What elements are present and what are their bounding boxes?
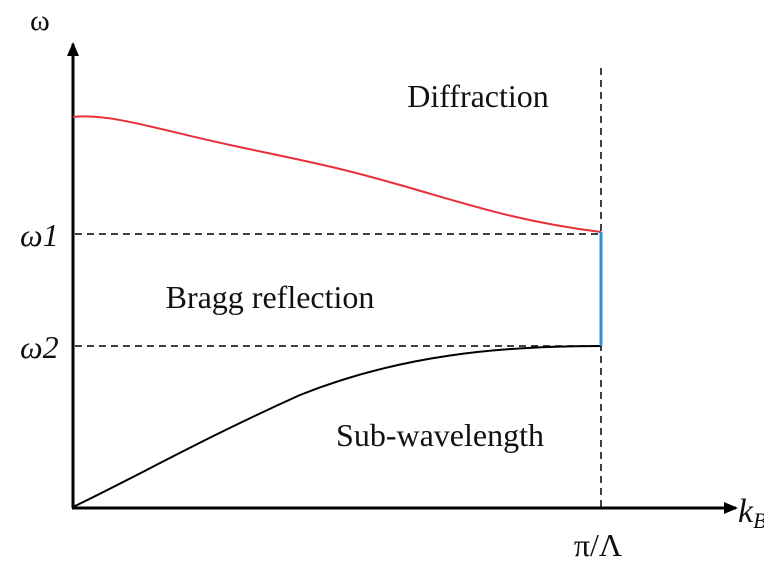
x-tick-label: π/Λ — [574, 527, 622, 563]
x-axis-label: kB — [738, 493, 764, 533]
x-axis-label-main: k — [738, 493, 754, 530]
region-label: Bragg reflection — [166, 279, 375, 315]
upper-band — [72, 115, 602, 233]
lower-band — [72, 345, 602, 508]
omega2-label: ω2 — [20, 329, 59, 365]
omega1-label: ω1 — [20, 217, 59, 253]
y-axis-label: ω — [30, 4, 50, 37]
x-axis-label-sub: B — [753, 508, 764, 533]
region-label: Sub-wavelength — [336, 417, 544, 453]
region-label: Diffraction — [407, 78, 549, 114]
